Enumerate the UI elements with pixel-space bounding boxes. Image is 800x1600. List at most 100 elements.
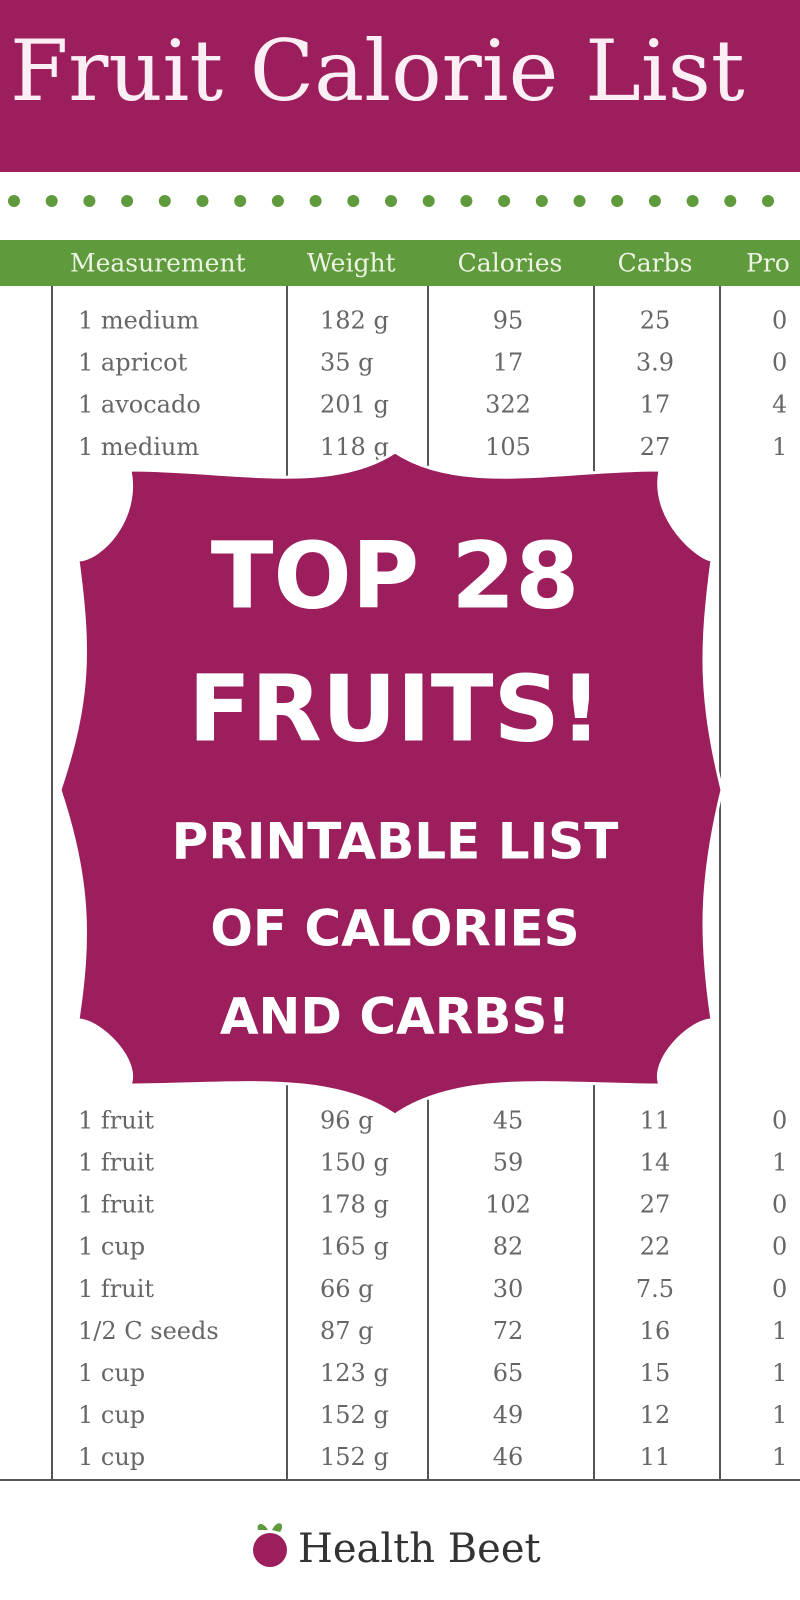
badge-line: PRINTABLE LIST (172, 813, 619, 871)
dot (385, 195, 397, 207)
table-cell: 49 (493, 1401, 524, 1429)
dot (196, 195, 209, 207)
table-cell: 11 (640, 1443, 671, 1471)
table-cell: 1 fruit (78, 1275, 154, 1303)
table-cell: 72 (493, 1317, 524, 1345)
badge-text: TOP 28 FRUITS! PRINTABLE LIST OF CALORIES AN… (172, 522, 619, 1045)
dot (121, 195, 134, 207)
dot (460, 195, 473, 207)
table-cell: 182 g (320, 307, 389, 335)
table-cell: 1 (772, 1149, 787, 1177)
dot (158, 195, 171, 207)
table-cell: 17 (493, 349, 524, 377)
table-cell: 1 (772, 433, 787, 461)
table-cell: 3.9 (636, 349, 674, 377)
table-cell: 105 (485, 433, 531, 461)
dot (611, 195, 624, 207)
table-cell: 0 (772, 1191, 787, 1219)
table-cell: 0 (772, 1275, 787, 1303)
table-cell: 165 g (320, 1233, 389, 1261)
table-cell: 11 (640, 1106, 671, 1134)
column-header: Calories (458, 249, 563, 278)
table-cell: 1/2 C seeds (78, 1317, 219, 1345)
dot (8, 195, 20, 207)
dot (309, 195, 322, 207)
dot-row (8, 195, 774, 207)
table-cell: 17 (640, 391, 671, 419)
table-cell: 1 cup (78, 1401, 145, 1429)
column-header: Carbs (618, 249, 693, 278)
table-cell: 7.5 (636, 1275, 674, 1303)
table-cell: 152 g (320, 1443, 389, 1471)
logo: Health Beet (253, 1523, 541, 1572)
table-cell: 46 (493, 1443, 524, 1471)
table-cell: 322 (485, 391, 531, 419)
table-cell: 1 medium (78, 433, 199, 461)
table-cell: 45 (493, 1106, 524, 1134)
table-cell: 35 g (320, 349, 374, 377)
dot (234, 195, 247, 207)
table-cell: 118 g (320, 433, 389, 461)
dot (535, 195, 548, 207)
table-header-bar (0, 240, 800, 286)
table-cell: 27 (640, 1191, 671, 1219)
table-cell: 1 fruit (78, 1106, 154, 1134)
dot (45, 195, 58, 207)
table-cell: 1 (772, 1317, 787, 1345)
dot (762, 195, 774, 207)
table-cell: 1 fruit (78, 1149, 154, 1177)
dot (724, 195, 737, 207)
table-cell: 0 (772, 1106, 787, 1134)
table-cell: 1 cup (78, 1443, 145, 1471)
table-cell: 201 g (320, 391, 389, 419)
dot (686, 195, 699, 207)
table-cell: 4 (772, 391, 787, 419)
table-cell: 1 medium (78, 307, 199, 335)
table-cell: 1 fruit (78, 1191, 154, 1219)
dot (573, 195, 586, 207)
header-band (0, 0, 800, 172)
dot (271, 195, 284, 207)
table-cell: 15 (640, 1359, 671, 1387)
dot (648, 195, 661, 207)
table-cell: 178 g (320, 1191, 389, 1219)
table-cell: 1 (772, 1401, 787, 1429)
brand: Health Beet (298, 1526, 541, 1572)
table-cell: 150 g (320, 1149, 389, 1177)
column-header: Pro (746, 249, 790, 278)
table-cell: 25 (640, 307, 671, 335)
table-cell: 0 (772, 307, 787, 335)
table-cell: 87 g (320, 1317, 374, 1345)
table-cell: 152 g (320, 1401, 389, 1429)
table-cell: 27 (640, 433, 671, 461)
badge-shape (58, 450, 724, 1117)
table-cell: 65 (493, 1359, 524, 1387)
table-cell: 102 (485, 1191, 531, 1219)
table-cell: 0 (772, 349, 787, 377)
table-cell: 12 (640, 1401, 671, 1429)
table-cell: 16 (640, 1317, 671, 1345)
table-cell: 1 cup (78, 1359, 145, 1387)
badge-line: FRUITS! (188, 655, 602, 762)
table-cell: 14 (640, 1149, 671, 1177)
dot (83, 195, 96, 207)
table-cell: 1 apricot (78, 349, 188, 377)
table-cell: 0 (772, 1233, 787, 1261)
table-cell: 1 (772, 1443, 787, 1471)
title: Fruit Calorie List (10, 22, 745, 120)
table-cell: 95 (493, 307, 524, 335)
badge-line: TOP 28 (211, 522, 579, 629)
table-cell: 96 g (320, 1106, 374, 1134)
table-body: Measurement Weight Calories Carbs Pro 1 mediu… (70, 249, 790, 1472)
table-cell: 1 (772, 1359, 787, 1387)
table-cell: 66 g (320, 1275, 374, 1303)
table-cell: 123 g (320, 1359, 389, 1387)
column-header: Measurement (70, 249, 246, 278)
dot (422, 195, 435, 207)
table-cell: 82 (493, 1233, 524, 1261)
badge-line: OF CALORIES (210, 900, 579, 958)
table-cell: 1 avocado (78, 391, 201, 419)
table-cell: 22 (640, 1233, 671, 1261)
